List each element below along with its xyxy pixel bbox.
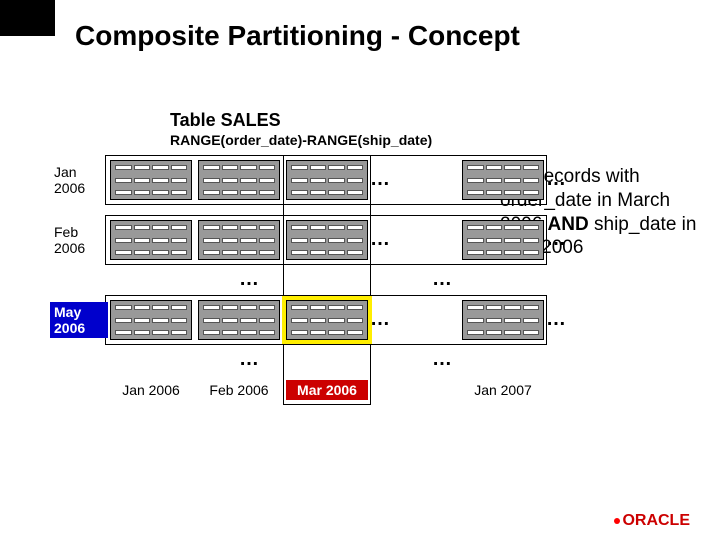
row-label: Jan 2006 xyxy=(50,162,108,198)
row-label: May 2006 xyxy=(50,302,108,338)
partition-block xyxy=(198,300,280,340)
partition-block xyxy=(286,220,368,260)
oracle-text: ORACLE xyxy=(622,512,690,529)
partition-block xyxy=(286,300,368,340)
col-label: Feb 2006 xyxy=(198,380,280,400)
partition-block xyxy=(110,160,192,200)
corner-block xyxy=(0,0,55,36)
ellipsis: … xyxy=(239,268,259,291)
partition-block xyxy=(110,220,192,260)
partition-block xyxy=(110,300,192,340)
ellipsis: … xyxy=(239,348,259,371)
ellipsis: … xyxy=(370,168,390,191)
oracle-logo: ORACLE xyxy=(614,512,690,530)
partition-block xyxy=(462,220,544,260)
partition-block xyxy=(286,160,368,200)
ellipsis: … xyxy=(546,308,566,331)
table-label: Table SALES xyxy=(170,110,281,131)
ellipsis: … xyxy=(370,308,390,331)
partition-block xyxy=(462,160,544,200)
ellipsis: … xyxy=(546,228,566,251)
oracle-dot-icon xyxy=(614,518,620,524)
ellipsis: … xyxy=(432,268,452,291)
partition-block xyxy=(198,220,280,260)
row-label: Feb 2006 xyxy=(50,222,108,258)
ellipsis: … xyxy=(370,228,390,251)
range-label: RANGE(order_date)-RANGE(ship_date) xyxy=(170,132,432,148)
partition-block xyxy=(198,160,280,200)
col-label: Mar 2006 xyxy=(286,380,368,400)
ellipsis: … xyxy=(546,168,566,191)
col-label: Jan 2006 xyxy=(110,380,192,400)
col-label: Jan 2007 xyxy=(462,380,544,400)
partition-block xyxy=(462,300,544,340)
page-title: Composite Partitioning - Concept xyxy=(75,20,520,52)
ellipsis: … xyxy=(432,348,452,371)
